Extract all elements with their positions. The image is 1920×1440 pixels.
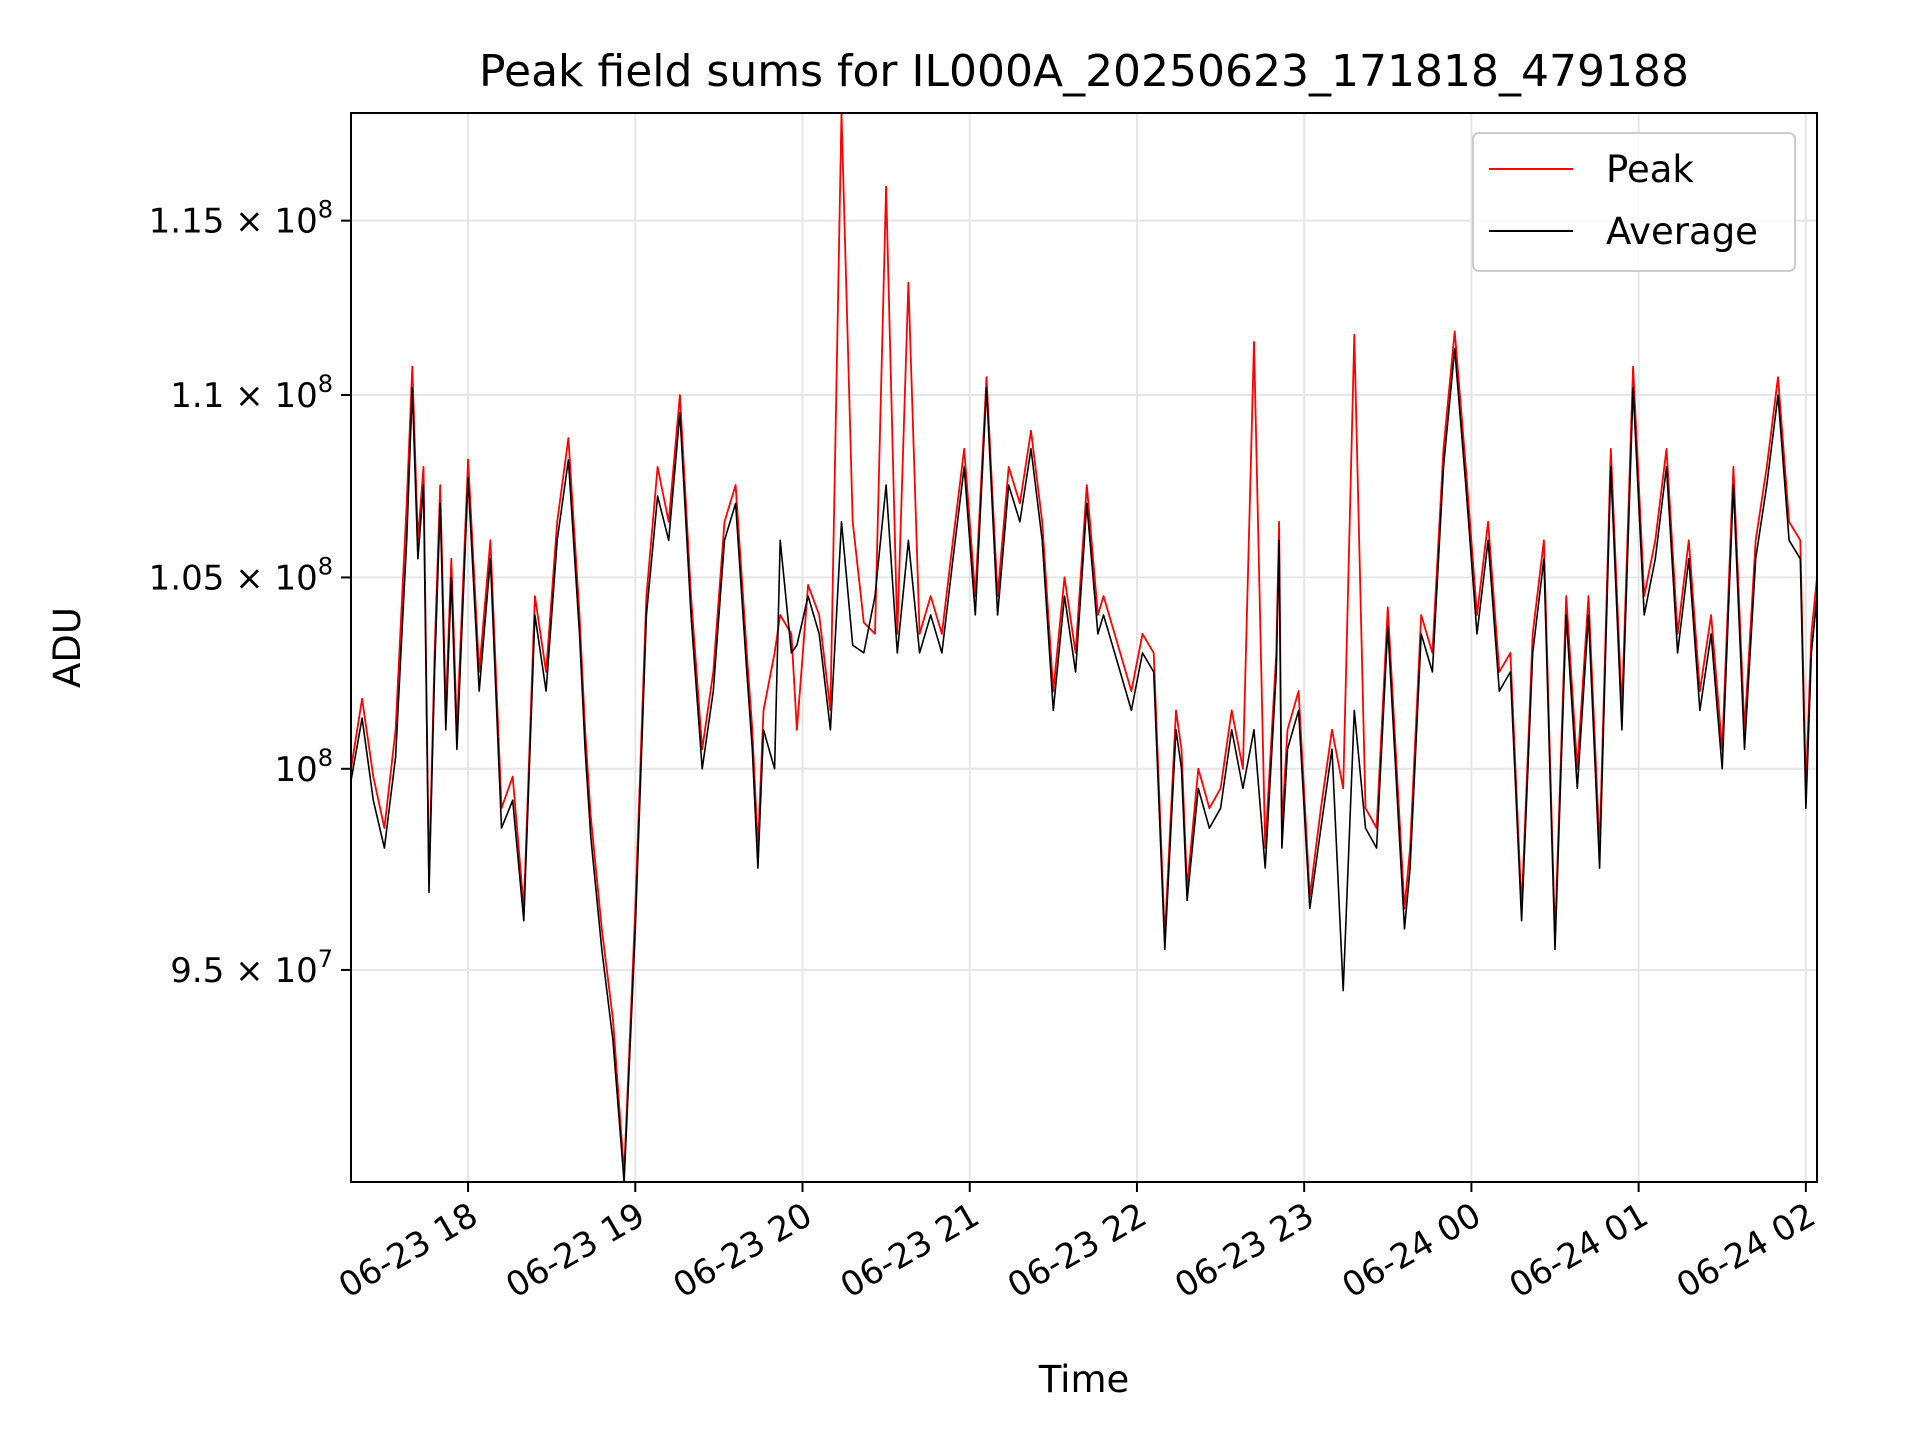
x-tick-label: 06-23 22 [1001,1195,1153,1306]
x-tick-label: 06-23 21 [834,1195,986,1306]
y-tick-label: 108 [274,744,333,790]
y-tick-exponent: 8 [318,552,333,580]
y-tick-label: 1.15 × 108 [149,196,333,242]
x-tick-label: 06-24 00 [1336,1195,1488,1306]
series-line-peak [351,113,1817,1175]
y-tick-mantissa: 1.1 × 10 [170,376,317,416]
x-tick-label: 06-24 02 [1670,1195,1822,1306]
x-axis-ticks: 06-23 18 06-23 19 06-23 20 06-23 21 06-23 22… [332,1182,1822,1306]
x-tick-label: 06-24 01 [1503,1195,1655,1306]
x-tick-label: 06-23 18 [332,1195,484,1306]
legend-label-average: Average [1606,210,1758,253]
y-tick-exponent: 7 [318,945,333,973]
x-tick-label: 06-23 23 [1168,1195,1320,1306]
x-tick-label: 06-23 20 [667,1195,819,1306]
legend-label-peak: Peak [1606,148,1694,191]
y-tick-mantissa: 9.5 × 10 [170,951,317,991]
grid-lines [351,113,1817,1182]
legend-box [1472,132,1796,272]
y-tick-label: 1.05 × 108 [149,552,333,598]
y-tick-mantissa: 10 [274,750,317,790]
y-tick-label: 9.5 × 107 [170,945,333,991]
chart-title: Peak field sums for IL000A_20250623_1718… [479,46,1689,97]
series-layer [351,113,1817,1182]
x-tick-label: 06-23 19 [499,1195,651,1306]
y-tick-mantissa: 1.05 × 10 [149,558,318,598]
plot-frame [350,112,1818,1183]
y-tick-exponent: 8 [318,196,333,224]
series-line-average [351,348,1817,1182]
y-tick-label: 1.1 × 108 [170,370,333,416]
y-tick-exponent: 8 [318,744,333,772]
legend: Peak Average [1472,132,1796,272]
y-tick-exponent: 8 [318,370,333,398]
x-axis-label: Time [1038,1358,1130,1401]
y-tick-mantissa: 1.15 × 10 [149,202,318,242]
y-axis-label: ADU [46,607,89,688]
